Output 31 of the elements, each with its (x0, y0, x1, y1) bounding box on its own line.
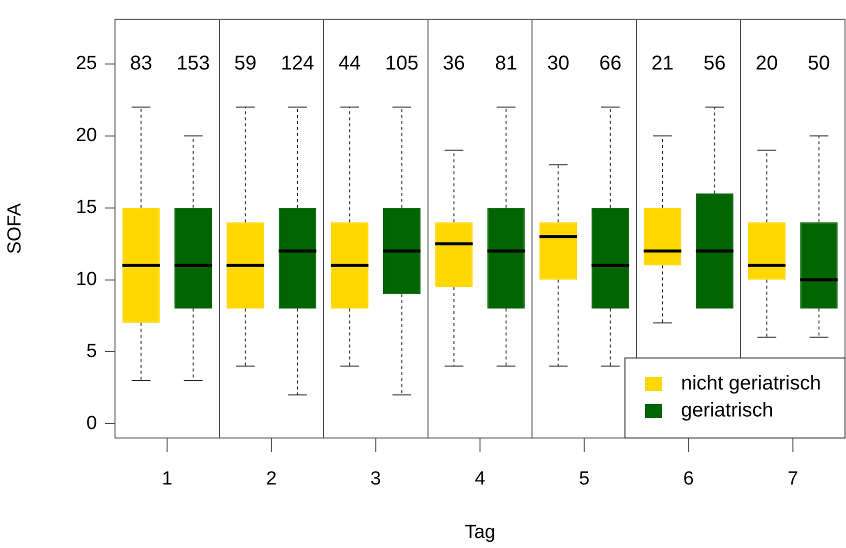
x-tick-label: 4 (474, 468, 486, 490)
y-tick-label: 5 (86, 340, 97, 362)
legend-label: geriatrisch (680, 400, 774, 422)
x-tick-label: 1 (162, 468, 172, 490)
text: 83 (130, 52, 152, 75)
text: 124 (280, 52, 314, 75)
text: 81 (494, 52, 518, 75)
text: 66 (599, 52, 622, 75)
text: 30 (547, 52, 570, 75)
x-tick-label: 2 (266, 468, 277, 490)
x-tick-label: 6 (683, 468, 694, 490)
text: 105 (385, 52, 418, 75)
text: 21 (651, 52, 674, 75)
x-tick-label: 3 (370, 468, 382, 490)
text: 20 (756, 52, 778, 75)
y-tick-label: 15 (76, 197, 97, 218)
text: 50 (808, 52, 830, 75)
text: 153 (176, 52, 210, 75)
x-tick-label: 5 (578, 468, 590, 490)
text: 59 (234, 52, 256, 75)
y-tick-label: 0 (86, 412, 97, 434)
text: 44 (338, 52, 361, 75)
x-tick-label: 7 (788, 468, 798, 490)
y-axis-title: SOFA (4, 203, 26, 254)
y-tick-label: 25 (76, 53, 97, 74)
text: 56 (704, 52, 726, 75)
y-tick-label: 10 (76, 269, 97, 290)
legend-label: nicht geriatrisch (680, 372, 822, 395)
text: 36 (442, 52, 466, 75)
x-axis-title: Tag (464, 522, 496, 543)
y-tick-label: 20 (76, 125, 97, 146)
